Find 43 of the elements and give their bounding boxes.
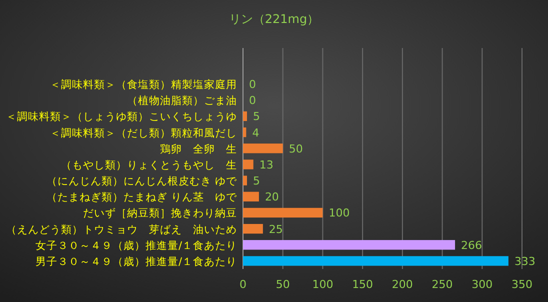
y-tick-label: 女子３０～４９（歳）推進量/１食あたり: [35, 238, 237, 252]
data-label: 13: [259, 158, 274, 172]
y-tick-label: （たまねぎ類）たまねぎ りん茎 ゆで: [46, 190, 238, 204]
y-tick-label: ＜調味料類＞（食塩類）精製塩家庭用: [50, 78, 237, 92]
bar: [243, 160, 254, 170]
x-tick-label: 150: [352, 278, 374, 291]
bar: [243, 111, 247, 122]
data-label: 0: [249, 78, 256, 92]
x-tick-label: 50: [276, 278, 290, 291]
data-label: 5: [252, 110, 260, 124]
y-tick-label: ＜調味料類＞（しょうゆ類）こいくちしょうゆ: [6, 110, 237, 124]
data-label: 25: [268, 222, 283, 236]
data-label: 5: [252, 174, 260, 188]
data-label: 20: [264, 190, 279, 204]
y-tick-label: （えんどう類）トウミョウ 芽ばえ 油いため: [6, 222, 237, 236]
bar: [243, 127, 246, 138]
bar: [243, 176, 247, 186]
data-label: 4: [252, 126, 260, 140]
y-tick-label: （植物油脂類）ごま油: [127, 94, 237, 108]
y-tick-label: 鶏卵 全卵 生: [160, 142, 237, 156]
data-label: 266: [461, 238, 482, 252]
x-tick-label: 300: [472, 278, 493, 291]
bar: [243, 240, 456, 250]
bar: [243, 192, 259, 202]
y-tick-label: （もやし類）りょくとうもやし 生: [61, 158, 237, 172]
data-label: 50: [288, 142, 303, 156]
y-tick-label: だいず［納豆類］挽きわり納豆: [83, 206, 237, 220]
bar: [243, 144, 283, 154]
x-tick-label: 100: [312, 278, 334, 291]
data-label: 100: [328, 206, 350, 220]
bar: [243, 224, 263, 234]
data-label: 333: [514, 254, 536, 268]
y-tick-label: 男子３０～４９（歳）推進量/１食あたり: [35, 254, 237, 268]
data-label: 0: [249, 94, 256, 108]
x-tick-label: 200: [392, 278, 413, 291]
bar: [243, 256, 508, 266]
x-tick-label: 250: [432, 278, 453, 291]
y-tick-label: ＜調味料類＞（だし類）顆粒和風だし: [50, 126, 237, 140]
chart-title: リン（221mg）: [228, 12, 320, 26]
y-tick-label: （にんじん類）にんじん根皮むき ゆで: [46, 174, 238, 188]
x-tick-label: 350: [512, 278, 532, 291]
bar: [243, 208, 323, 218]
x-tick-label: 0: [240, 278, 246, 291]
